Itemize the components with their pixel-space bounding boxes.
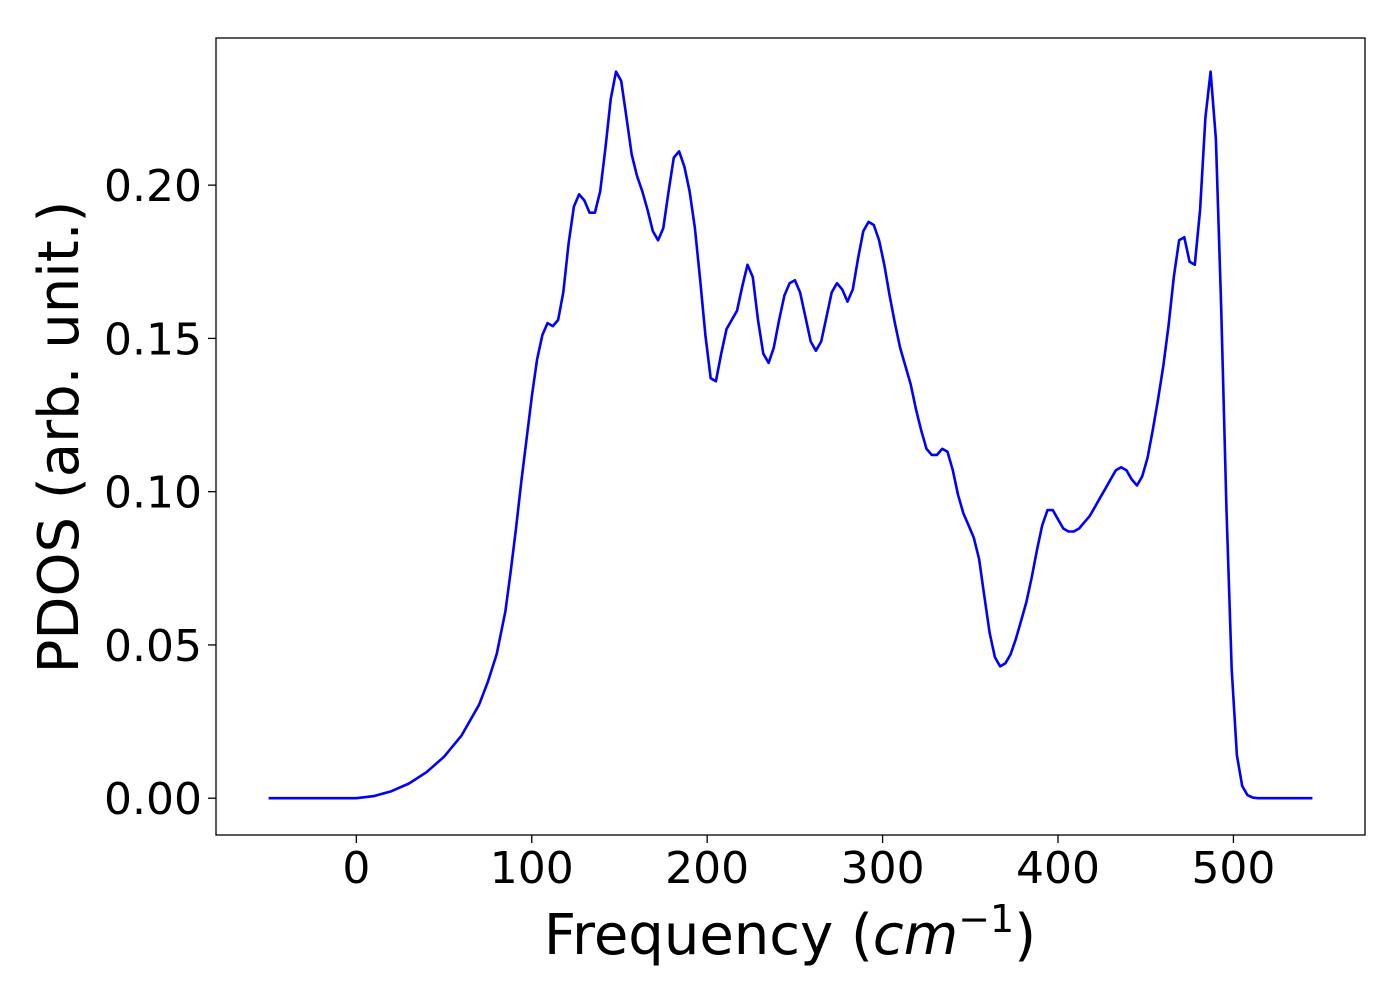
x-tick-label: 300 <box>841 843 925 894</box>
x-tick-label: 200 <box>665 843 749 894</box>
y-tick-label: 0.15 <box>104 314 202 365</box>
x-axis-unit: cm <box>873 903 958 968</box>
y-axis-title: PDOS (arb. unit.) <box>27 201 92 674</box>
y-tick-label: 0.05 <box>104 621 202 672</box>
x-tick-label: 400 <box>1016 843 1100 894</box>
y-tick-label: 0.10 <box>104 468 202 519</box>
x-axis-unit-exponent: −1 <box>958 897 1014 941</box>
x-tick-label: 100 <box>490 843 574 894</box>
y-axis-ticks: 0.00 0.05 0.10 0.15 0.20 <box>104 161 216 825</box>
y-tick-label: 0.00 <box>104 774 202 825</box>
x-tick-label: 0 <box>342 843 370 894</box>
x-tick-label: 500 <box>1191 843 1275 894</box>
x-axis-title: Frequency (cm−1) <box>544 897 1036 968</box>
series-line-pdos <box>268 70 1313 800</box>
series-layer <box>268 70 1313 800</box>
plot-frame <box>215 37 1366 836</box>
x-axis-ticks: 0 100 200 300 400 500 <box>342 835 1275 894</box>
y-tick-label: 0.20 <box>104 161 202 212</box>
